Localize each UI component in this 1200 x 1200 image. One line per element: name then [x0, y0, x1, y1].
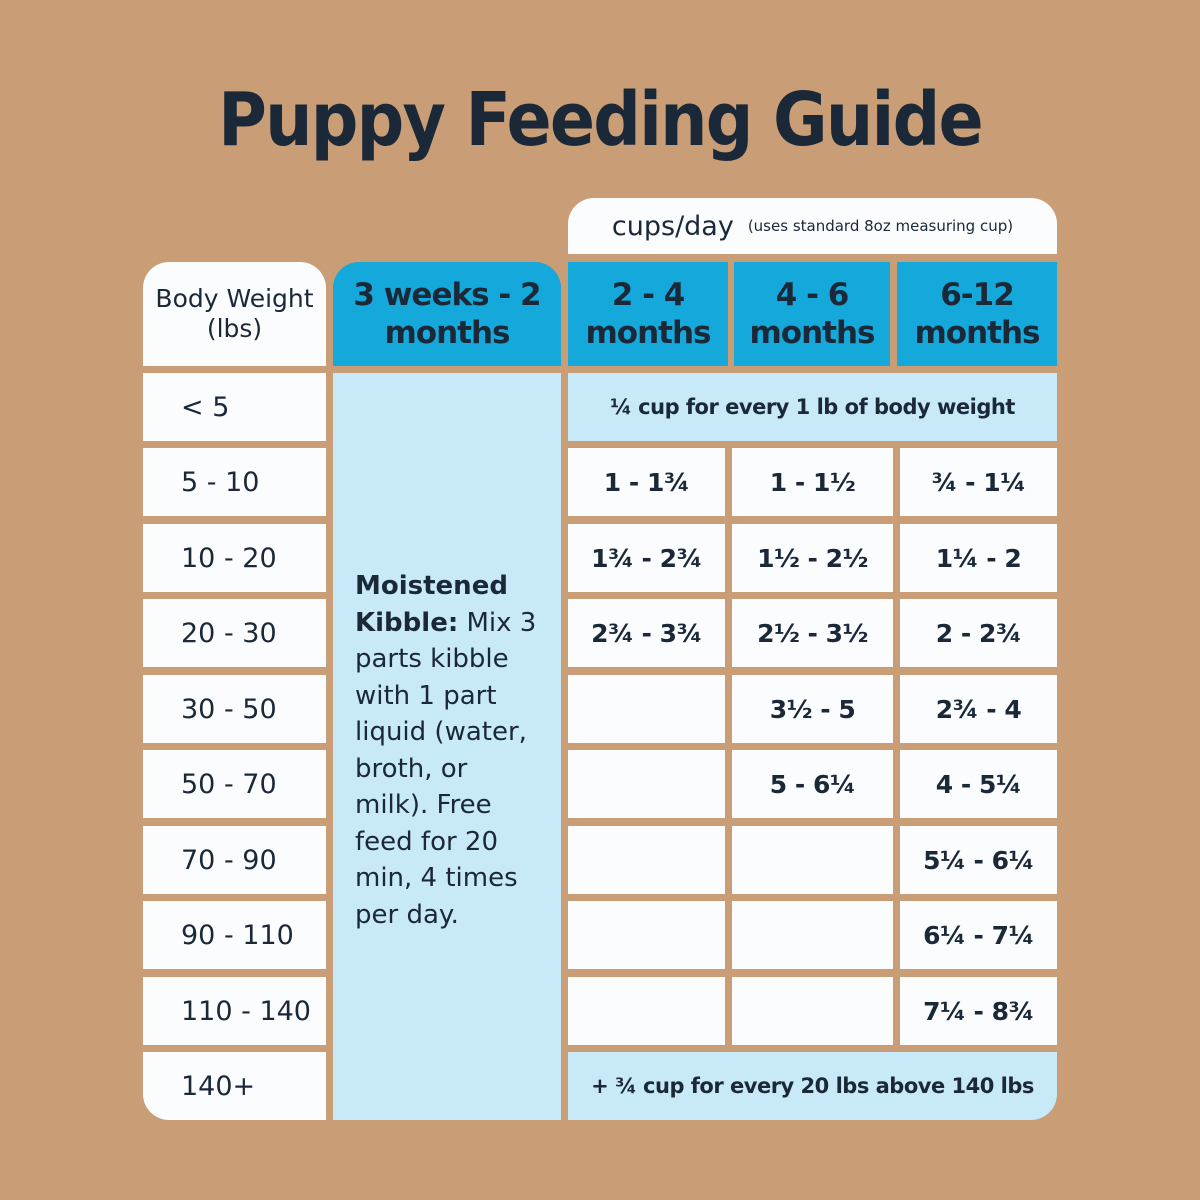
feeding-cell: [568, 750, 725, 818]
weight-cell: 5 - 10: [143, 448, 326, 516]
feeding-cell: [568, 901, 725, 969]
feeding-cell: ¾ - 1¼: [900, 448, 1057, 516]
feeding-cell: 1½ - 2½: [732, 524, 893, 592]
feeding-cell: 4 - 5¼: [900, 750, 1057, 818]
units-header: cups/day (uses standard 8oz measuring cu…: [568, 198, 1057, 254]
feeding-cell: [568, 977, 725, 1045]
first-row-span: ¼ cup for every 1 lb of body weight: [568, 373, 1057, 441]
feeding-cell: [568, 826, 725, 894]
feeding-cell: 3½ - 5: [732, 675, 893, 743]
weight-header: Body Weight (lbs): [143, 262, 326, 366]
page-title: Puppy Feeding Guide: [218, 77, 983, 163]
feeding-cell: 2¾ - 4: [900, 675, 1057, 743]
age-header-4-6m: 4 - 6 months: [734, 262, 890, 366]
feeding-cell: [732, 901, 893, 969]
units-note: (uses standard 8oz measuring cup): [747, 217, 1014, 235]
feeding-cell: 1¼ - 2: [900, 524, 1057, 592]
feeding-cell: 5 - 6¼: [732, 750, 893, 818]
weight-cell: 70 - 90: [143, 826, 326, 894]
weight-cell: 30 - 50: [143, 675, 326, 743]
age-header-3w-2m: 3 weeks - 2 months: [333, 262, 561, 366]
weight-cell: 90 - 110: [143, 901, 326, 969]
last-row-span: + ¾ cup for every 20 lbs above 140 lbs: [568, 1052, 1057, 1120]
weight-cell: 20 - 30: [143, 599, 326, 667]
age-header-6-12m: 6-12 months: [897, 262, 1057, 366]
feeding-cell: 5¼ - 6¼: [900, 826, 1057, 894]
feeding-cell: 1 - 1¾: [568, 448, 725, 516]
weight-cell: 50 - 70: [143, 750, 326, 818]
feeding-cell: 2¾ - 3¾: [568, 599, 725, 667]
kibble-text: Mix 3 parts kibble with 1 part liquid (w…: [355, 607, 537, 930]
weight-cell: 10 - 20: [143, 524, 326, 592]
weight-cell: 140+: [143, 1052, 326, 1120]
feeding-cell: [732, 977, 893, 1045]
feeding-cell: 6¼ - 7¼: [900, 901, 1057, 969]
feeding-cell: 2 - 2¾: [900, 599, 1057, 667]
age-header-2-4m: 2 - 4 months: [568, 262, 728, 366]
kibble-bold: Moistened Kibble:: [355, 571, 508, 638]
feeding-cell: 1¾ - 2¾: [568, 524, 725, 592]
feeding-cell: 1 - 1½: [732, 448, 893, 516]
weight-cell: 110 - 140: [143, 977, 326, 1045]
units-label: cups/day: [611, 210, 734, 242]
weight-cell: < 5: [143, 373, 326, 441]
feeding-cell: [568, 675, 725, 743]
kibble-instructions: Moistened Kibble: Mix 3 parts kibble wit…: [333, 373, 561, 1120]
feeding-cell: [732, 826, 893, 894]
feeding-cell: 2½ - 3½: [732, 599, 893, 667]
feeding-cell: 7¼ - 8¾: [900, 977, 1057, 1045]
